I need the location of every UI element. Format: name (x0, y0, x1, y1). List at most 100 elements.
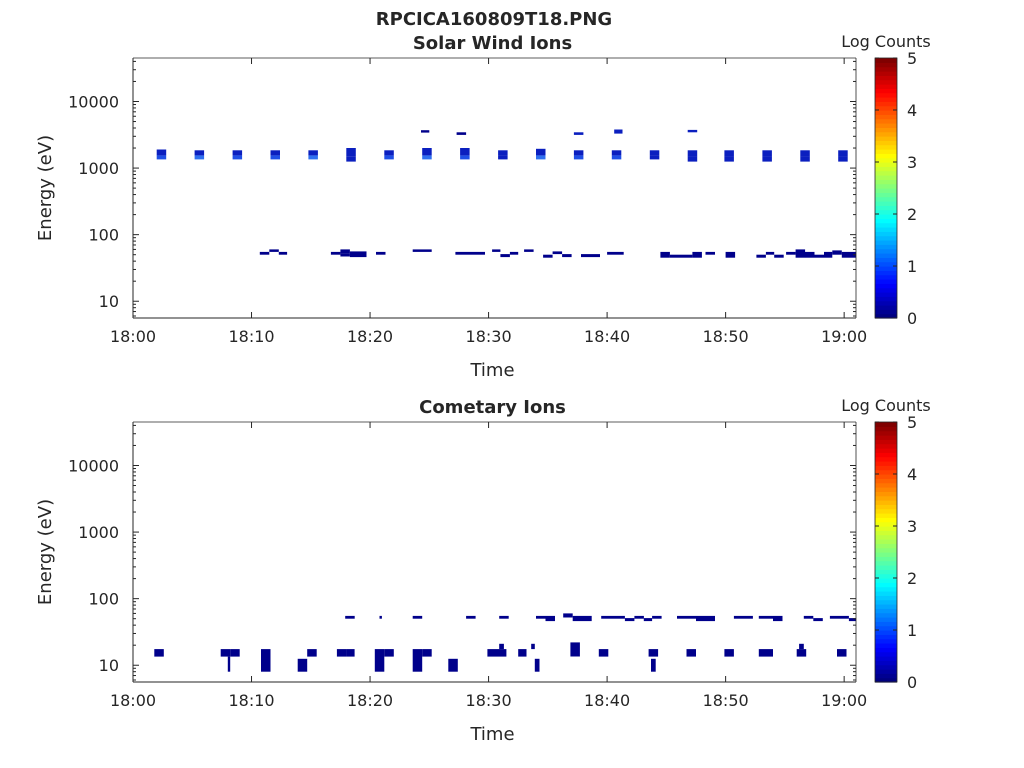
heatmap-cell (724, 649, 734, 657)
heatmap-cell (466, 615, 476, 619)
heatmap-cell (534, 658, 540, 672)
heatmap-cell (643, 618, 653, 622)
heatmap-cell (448, 658, 458, 672)
colorbar-label: Log Counts (841, 396, 931, 415)
y-tick-label: 1000 (78, 159, 119, 178)
heatmap-cell (803, 615, 814, 619)
x-tick-label: 18:10 (228, 327, 274, 346)
colorbar-segment (875, 556, 897, 562)
colorbar-segment (875, 426, 897, 432)
colorbar-segment (875, 313, 897, 319)
heatmap-cell (492, 249, 501, 252)
heatmap-cell (536, 615, 546, 619)
heatmap-cell (230, 649, 240, 657)
colorbar-segment (875, 608, 897, 614)
colorbar-segment (875, 595, 897, 601)
colorbar-tick-label: 1 (907, 621, 917, 640)
colorbar-segment (875, 543, 897, 549)
colorbar-segment (875, 136, 897, 141)
heatmap-cell (270, 155, 280, 160)
figure-title: RPCICA160809T18.PNG (376, 9, 612, 30)
colorbar-label: Log Counts (841, 32, 931, 51)
colorbar-segment (875, 75, 897, 81)
colorbar-segment (875, 201, 897, 206)
heatmap-cell (543, 254, 553, 258)
heatmap-cell (412, 249, 432, 252)
heatmap-cell (607, 251, 624, 255)
colorbar-segment (875, 62, 897, 68)
x-axis-label: Time (469, 360, 514, 381)
heatmap-cell (346, 148, 356, 157)
colorbar-segment (875, 461, 897, 466)
colorbar-tick-label: 3 (907, 153, 917, 172)
x-axis-label: Time (469, 724, 514, 745)
colorbar-segment (875, 296, 897, 302)
colorbar-segment (875, 162, 897, 167)
y-tick-label: 10 (99, 292, 119, 311)
heatmap-cell (765, 251, 775, 255)
heatmap-cell (848, 618, 856, 622)
colorbar-segment (875, 547, 897, 553)
colorbar-segment (875, 677, 897, 683)
x-tick-label: 19:00 (821, 691, 867, 710)
heatmap-cell (758, 615, 773, 619)
heatmap-cell (346, 156, 356, 162)
colorbar-tick-label: 0 (907, 309, 917, 328)
heatmap-cell (524, 249, 534, 252)
colorbar-segment (875, 586, 897, 592)
heatmap-cell (824, 251, 833, 258)
heatmap-cell (649, 150, 660, 156)
heatmap-cell (498, 150, 508, 156)
heatmap-cell (800, 156, 810, 162)
heatmap-cell (270, 150, 280, 156)
colorbar-segment (875, 521, 897, 527)
colorbar-segment (875, 578, 897, 583)
colorbar-segment (875, 131, 897, 137)
colorbar-segment (875, 582, 897, 588)
colorbar-tick-label: 1 (907, 257, 917, 276)
colorbar-segment (875, 261, 897, 267)
colorbar-segment (875, 266, 897, 271)
heatmap-cell (460, 148, 470, 156)
colorbar-segment (875, 599, 897, 605)
panel-2: 18:00 18:10 18:20 18:30 18:40 18:50 19:0010100… (35, 396, 931, 745)
colorbar-segment (875, 625, 897, 631)
colorbar-segment (875, 218, 897, 224)
colorbar-tick-label: 4 (907, 101, 917, 120)
colorbar-segment (875, 612, 897, 618)
colorbar-segment (875, 240, 897, 245)
colorbar-segment (875, 569, 897, 575)
heatmap-cell (805, 251, 815, 258)
colorbar-segment (875, 604, 897, 609)
heatmap-cell (308, 155, 318, 160)
colorbar-segment (875, 257, 897, 263)
colorbar-segment (875, 504, 897, 510)
heatmap-cells (156, 129, 856, 258)
heatmap-cell (841, 251, 856, 258)
heatmap-cell (762, 150, 772, 157)
heatmap-cell (330, 251, 341, 255)
colorbar-segment (875, 508, 897, 514)
colorbar-segment (875, 88, 897, 94)
heatmap-cell (758, 649, 773, 657)
panel-title: Solar Wind Ions (413, 33, 572, 54)
colorbar-tick-label: 0 (907, 673, 917, 692)
heatmap-cell (194, 150, 205, 156)
heatmap-cell (611, 155, 622, 160)
colorbar-segment (875, 188, 897, 193)
colorbar-segment (875, 101, 897, 107)
heatmap-cell (573, 132, 584, 135)
colorbar-segment (875, 227, 897, 232)
heatmap-cell (509, 251, 519, 255)
heatmap-cell (696, 615, 715, 622)
colorbar-segment (875, 643, 897, 648)
colorbar-segment (875, 565, 897, 570)
colorbar-segment (875, 300, 897, 306)
x-tick-label: 18:20 (347, 691, 393, 710)
x-tick-label: 18:30 (466, 327, 512, 346)
heatmap-cell (421, 130, 430, 133)
y-tick-label: 10000 (68, 456, 119, 475)
colorbar-segment (875, 617, 897, 622)
heatmap-cell (572, 615, 592, 622)
